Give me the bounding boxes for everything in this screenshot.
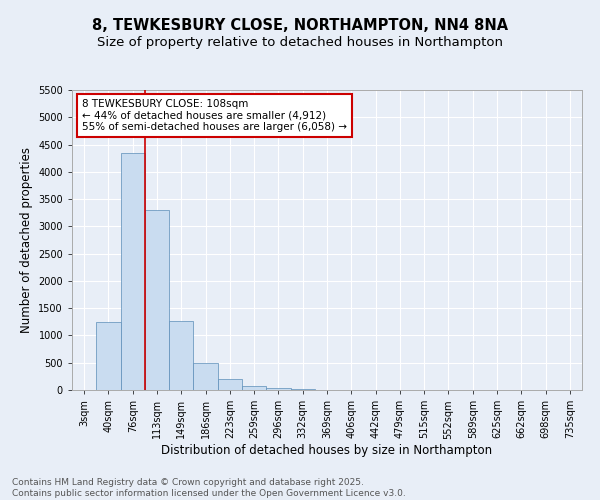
Text: 8, TEWKESBURY CLOSE, NORTHAMPTON, NN4 8NA: 8, TEWKESBURY CLOSE, NORTHAMPTON, NN4 8N… — [92, 18, 508, 32]
Text: 8 TEWKESBURY CLOSE: 108sqm
← 44% of detached houses are smaller (4,912)
55% of s: 8 TEWKESBURY CLOSE: 108sqm ← 44% of deta… — [82, 99, 347, 132]
Bar — [242, 386, 266, 390]
Bar — [218, 380, 242, 390]
Bar — [266, 388, 290, 390]
Bar — [96, 322, 121, 390]
Text: Size of property relative to detached houses in Northampton: Size of property relative to detached ho… — [97, 36, 503, 49]
Bar — [145, 210, 169, 390]
Bar — [169, 320, 193, 390]
X-axis label: Distribution of detached houses by size in Northampton: Distribution of detached houses by size … — [161, 444, 493, 457]
Text: Contains HM Land Registry data © Crown copyright and database right 2025.
Contai: Contains HM Land Registry data © Crown c… — [12, 478, 406, 498]
Bar — [193, 364, 218, 390]
Y-axis label: Number of detached properties: Number of detached properties — [20, 147, 32, 333]
Bar — [121, 152, 145, 390]
